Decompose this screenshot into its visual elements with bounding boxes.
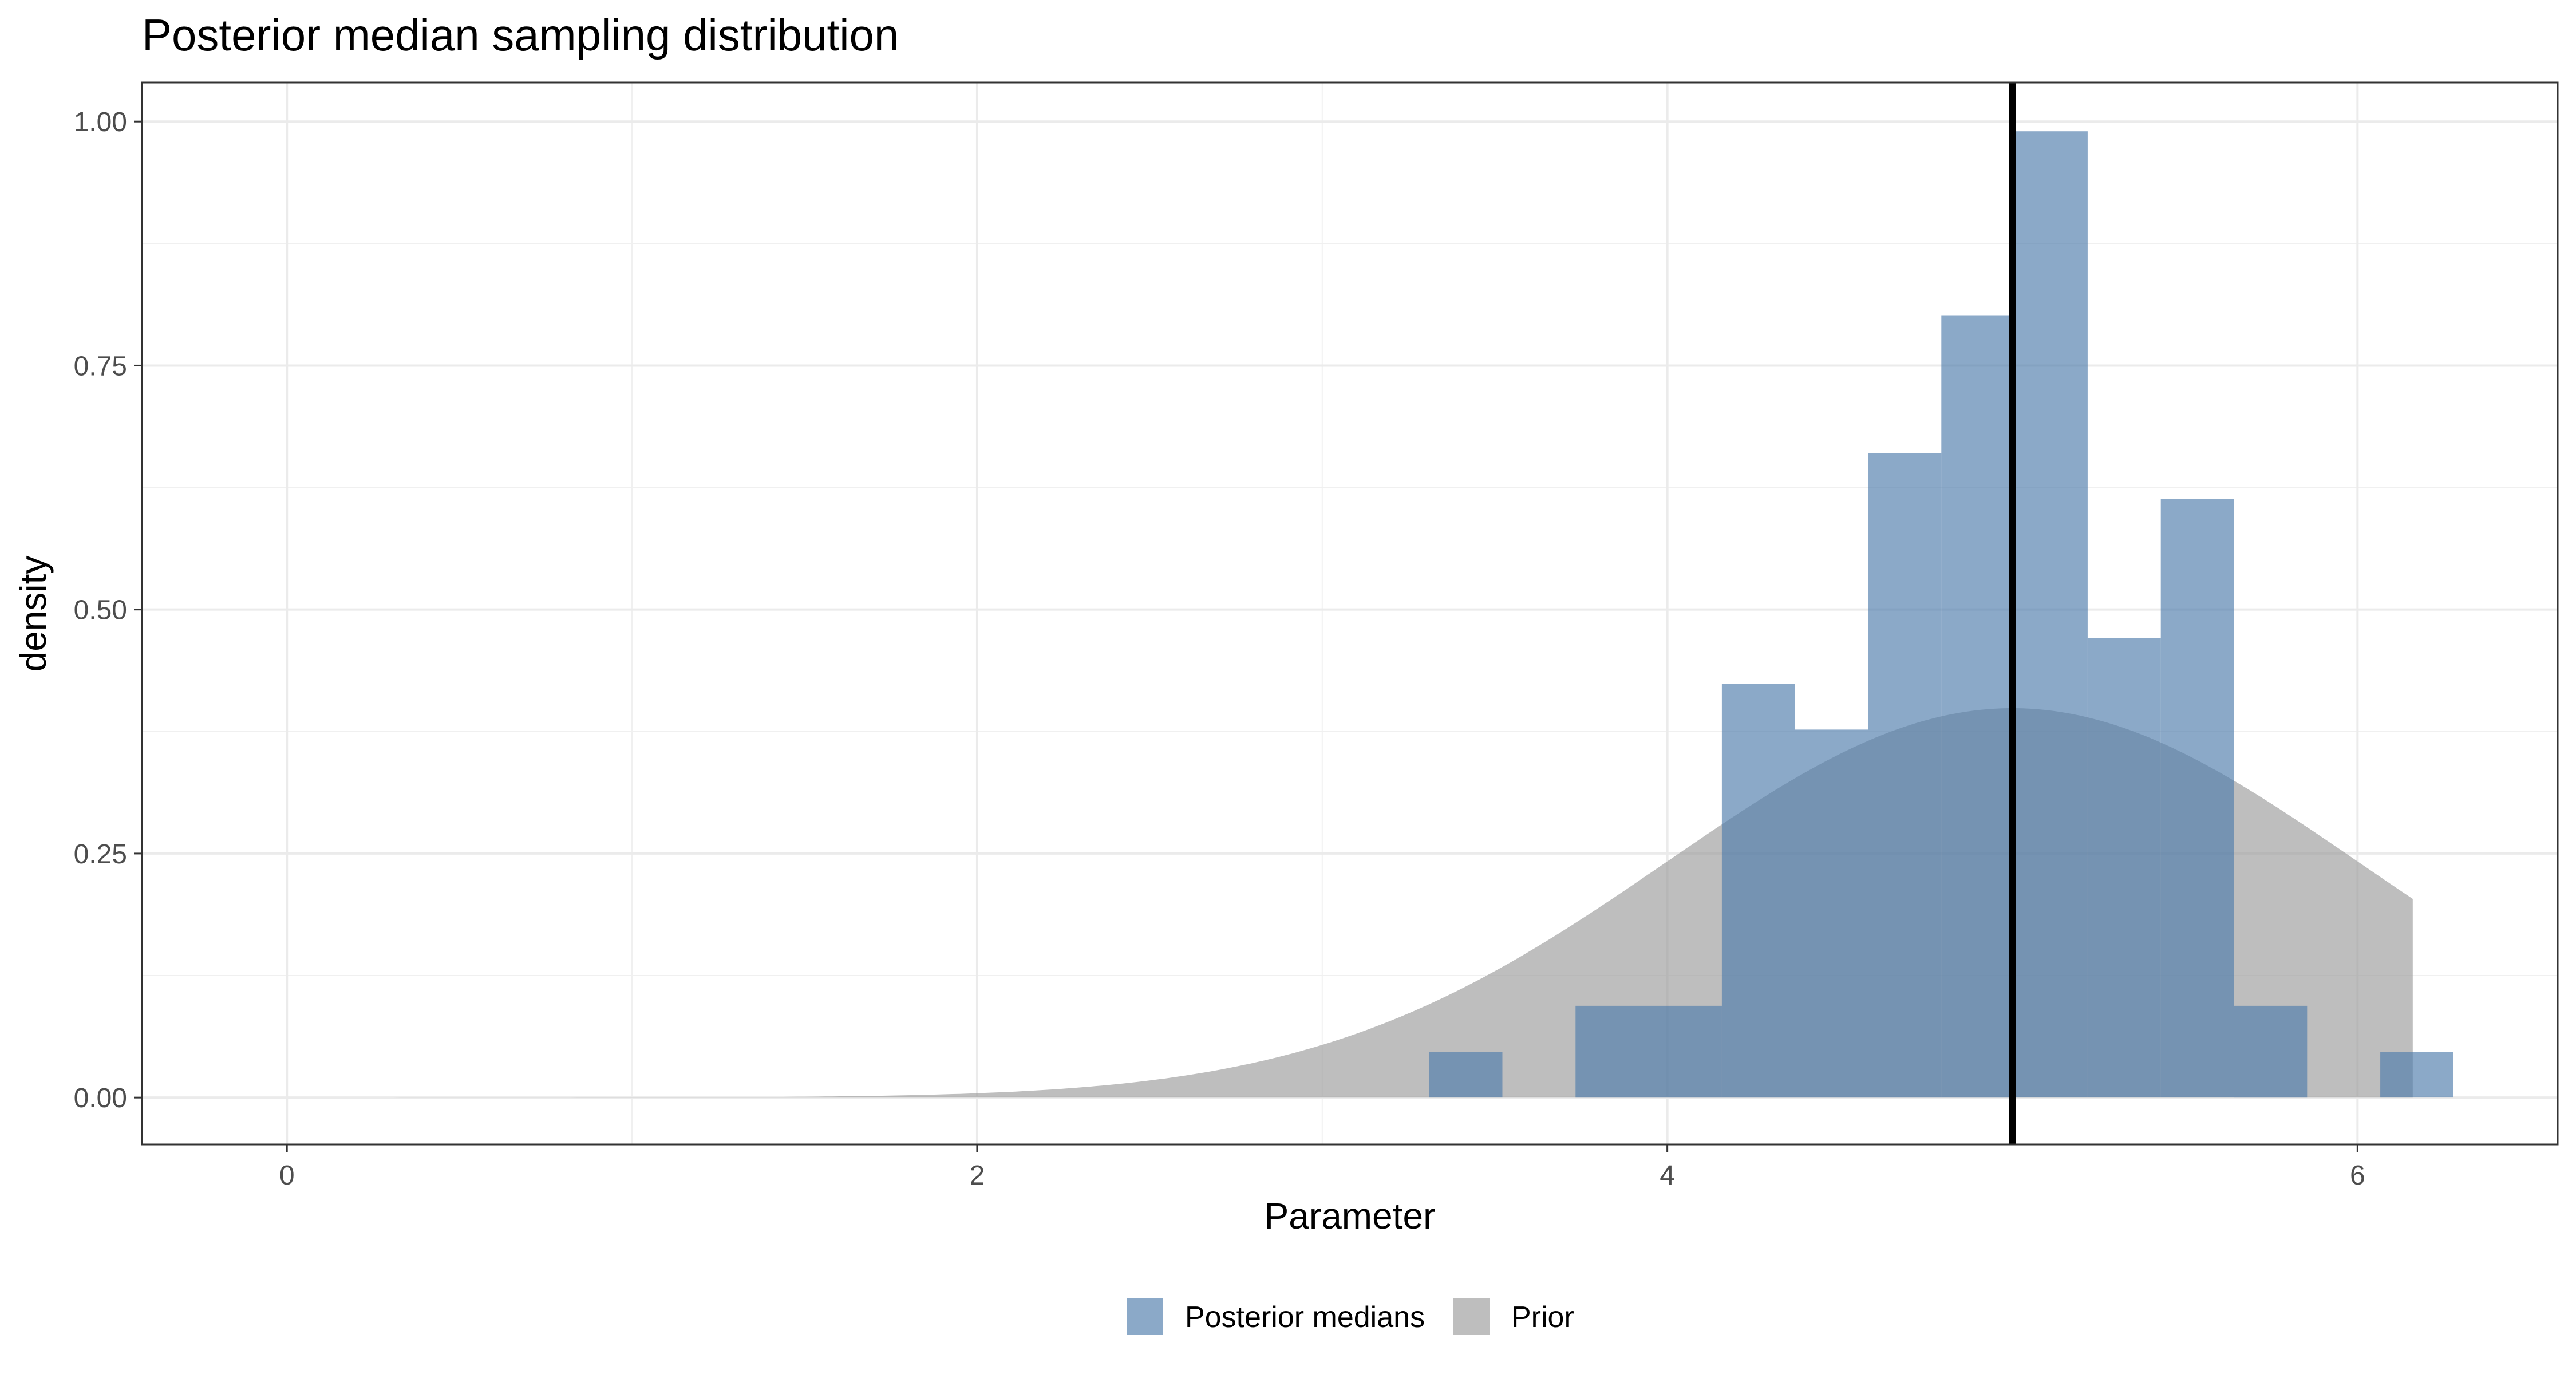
y-tick-label: 0.75: [74, 351, 127, 381]
histogram-bar: [2014, 131, 2088, 1098]
legend: Posterior medians Prior: [1127, 1298, 1574, 1335]
legend-label-posterior-medians: Posterior medians: [1185, 1301, 1425, 1334]
plot-panel-border: [141, 81, 2559, 1146]
histogram-bar: [2160, 499, 2234, 1098]
x-tick-label: 2: [970, 1160, 985, 1191]
histogram-bar: [1721, 684, 1795, 1098]
histogram-bar: [1868, 453, 1942, 1098]
x-tick-label: 6: [2350, 1160, 2365, 1191]
x-tick-label: 0: [279, 1160, 295, 1191]
histogram-bar: [1649, 1005, 1722, 1098]
histogram-bar: [1795, 729, 1868, 1098]
y-axis-ticks: 0.00 0.25 0.50 0.75 1.00: [74, 107, 142, 1114]
histogram-bar: [1429, 1052, 1503, 1098]
histogram-bar: [1575, 1005, 1649, 1098]
histogram-bar: [2087, 638, 2161, 1098]
y-tick-label: 0.50: [74, 595, 127, 626]
chart-title: Posterior median sampling distribution: [142, 10, 899, 60]
legend-label-prior: Prior: [1511, 1301, 1574, 1334]
histogram-bar: [2234, 1005, 2308, 1098]
y-tick-label: 1.00: [74, 107, 127, 137]
x-tick-label: 4: [1660, 1160, 1675, 1191]
histogram-bar: [2380, 1052, 2453, 1098]
x-axis-label: Parameter: [1265, 1195, 1436, 1237]
y-tick-label: 0.25: [74, 839, 127, 870]
y-axis-label: density: [13, 556, 54, 672]
histogram-bars: [1429, 131, 2453, 1098]
legend-key-prior: [1453, 1298, 1490, 1335]
x-axis-ticks: 0 2 4 6: [279, 1144, 2365, 1191]
y-tick-label: 0.00: [74, 1083, 127, 1114]
legend-key-posterior-medians: [1127, 1298, 1163, 1335]
histogram-bar: [1941, 315, 2015, 1098]
